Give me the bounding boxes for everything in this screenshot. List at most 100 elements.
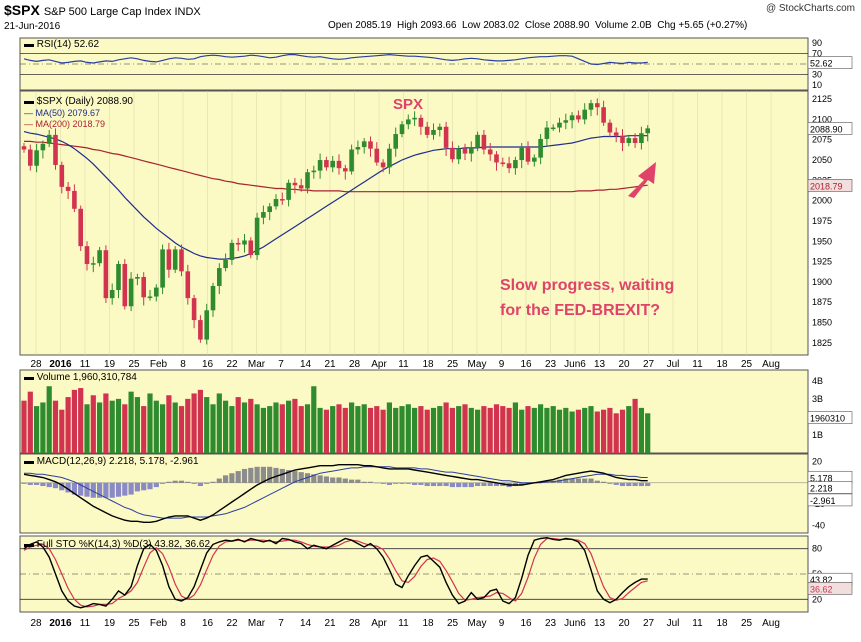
x-tick-label: 2016 xyxy=(49,618,72,629)
macd-hist-bar xyxy=(342,478,348,483)
volume-bar xyxy=(115,398,122,453)
stockcharts-brand[interactable]: @ StockCharts.com xyxy=(765,3,855,14)
candle-body xyxy=(128,278,134,307)
candle-body xyxy=(109,290,115,299)
candle-body xyxy=(166,249,172,270)
macd-hist-bar xyxy=(493,482,500,487)
candle-body xyxy=(500,162,506,164)
macd-hist-bar xyxy=(424,482,430,487)
x-tick-label: 11 xyxy=(692,359,703,370)
volume-bar xyxy=(317,407,323,453)
macd-hist-bar xyxy=(449,482,455,488)
x-tick-label: Jun6 xyxy=(564,618,586,629)
macd-hist-bar xyxy=(27,482,33,485)
x-tick-label: 14 xyxy=(300,359,312,370)
candle-body xyxy=(406,119,411,125)
macd-hist-bar xyxy=(386,482,392,485)
candle-body xyxy=(40,143,46,151)
x-tick-label: 28 xyxy=(30,359,42,370)
rsi-last-tag-box xyxy=(807,56,853,69)
candle-body xyxy=(431,129,436,135)
volume-bar xyxy=(267,406,273,453)
x-tick-label: 19 xyxy=(104,359,116,370)
rsi-tick-label: 30 xyxy=(812,69,822,79)
spx-annotation: SPX xyxy=(393,96,423,113)
macd-hist-bar xyxy=(393,482,399,484)
volume-bar xyxy=(109,400,115,453)
candle-body xyxy=(141,277,146,298)
macd-hist-bar xyxy=(355,479,361,483)
volume-bar xyxy=(569,411,575,453)
x-tick-label: 18 xyxy=(422,618,434,629)
macd-hist-bar xyxy=(361,481,367,483)
candle-body xyxy=(450,147,455,160)
x-tick-label: 8 xyxy=(180,618,186,629)
candle-body xyxy=(235,242,241,245)
macd-hist-bar xyxy=(260,466,266,483)
volume-bar xyxy=(141,406,147,453)
sto-d-line xyxy=(23,537,648,608)
candle-body xyxy=(204,310,209,340)
macd-hist-bar xyxy=(588,478,594,483)
volume-bar xyxy=(197,389,203,453)
rsi-tick-label: 70 xyxy=(812,49,822,59)
ma200-tag: 2018.79 xyxy=(810,181,843,191)
sto-d-tag-box xyxy=(807,582,853,595)
candle-body xyxy=(399,124,405,135)
candle-body xyxy=(286,182,291,200)
low-label: Low xyxy=(462,20,481,31)
volume-bar xyxy=(361,404,367,453)
macd-hist-bar xyxy=(52,482,59,489)
x-tick-label: 14 xyxy=(300,618,312,629)
candle-body xyxy=(343,168,348,172)
x-tick-label: 28 xyxy=(349,359,361,370)
volume-bar xyxy=(273,402,279,453)
volume-bar xyxy=(84,404,90,453)
macd-hist-bar xyxy=(197,482,203,487)
x-tick-label: 20 xyxy=(618,618,630,629)
volume-bars xyxy=(21,386,651,453)
volume-bar xyxy=(449,407,455,453)
volume-bar xyxy=(342,407,348,453)
price-tick-label: 2000 xyxy=(812,196,832,206)
macd-hist-tag: -2.961 xyxy=(810,496,836,506)
volume-bar xyxy=(556,409,563,453)
candle-body xyxy=(576,115,581,120)
volume-bar xyxy=(456,406,462,453)
x-tick-label: 20 xyxy=(618,359,630,370)
price-tick-label: 2075 xyxy=(812,135,832,145)
macd-hist-bar xyxy=(336,477,342,483)
candle-body xyxy=(494,154,499,163)
volume-bar xyxy=(475,409,481,453)
x-tick-label: 13 xyxy=(594,359,606,370)
macd-hist-bar xyxy=(582,478,588,483)
macd-hist-bar xyxy=(405,482,411,484)
candle-body xyxy=(147,296,153,299)
candle-body xyxy=(324,160,329,168)
candle-body xyxy=(254,217,260,256)
volume-bar xyxy=(481,406,487,453)
candle-body xyxy=(242,240,247,245)
macd-hist-bar xyxy=(286,470,292,483)
candle-body xyxy=(46,134,52,144)
candle-body xyxy=(355,147,361,150)
macd-hist-bar xyxy=(638,482,644,487)
x-axis-labels-bottom: 28 2016 11 19 25 Feb 8 16 22 Mar 7 14 21 28 Apr 11 18 25 M… xyxy=(30,618,779,629)
macd-hist-bar xyxy=(607,482,613,484)
macd-hist-bar xyxy=(349,479,355,483)
volume-bar xyxy=(538,404,544,453)
volume-bar xyxy=(336,404,342,453)
volume-bar xyxy=(638,407,644,453)
macd-hist-bar xyxy=(229,473,235,483)
candle-body xyxy=(28,149,33,166)
x-tick-label: 16 xyxy=(202,359,214,370)
candle-body xyxy=(298,185,304,189)
volume-bar xyxy=(34,406,40,453)
candle-body xyxy=(412,117,417,120)
volume-bar xyxy=(418,406,424,453)
x-tick-label: 28 xyxy=(30,618,42,629)
x-tick-label: 18 xyxy=(716,359,728,370)
volume-bar xyxy=(248,398,254,453)
x-tick-label: Feb xyxy=(150,359,168,370)
